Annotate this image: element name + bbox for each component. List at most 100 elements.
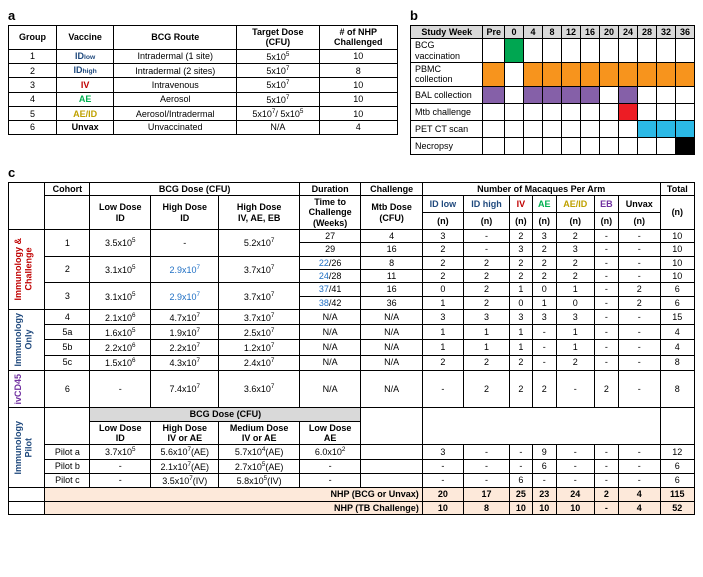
panel-a-header: # of NHPChallenged [319, 26, 397, 50]
group-cell: 2 [9, 64, 57, 78]
highdose-cell: 7.4x107 [151, 370, 219, 408]
arm-cell: 3 [510, 243, 533, 256]
timeline-cell [562, 39, 581, 63]
timeline-cell [600, 120, 619, 137]
arm-cell: - [510, 459, 533, 473]
arm-cell: - [618, 270, 660, 283]
timeline-cell [483, 39, 505, 63]
arm-cell: 0 [556, 296, 594, 309]
challenge-cell: N/A [361, 340, 422, 355]
lowdose-cell: 3.5x105 [90, 230, 151, 257]
lowdose-cell: 2.2x106 [90, 340, 151, 355]
timeline-cell [524, 86, 543, 103]
timeline-cell [619, 137, 638, 154]
challenge-cell: N/A [361, 325, 422, 340]
challenge-cell: N/A [361, 370, 422, 408]
pilot-c2: 2.1x107(AE) [151, 459, 219, 473]
footer-val: 8 [463, 501, 509, 514]
arm-cell: - [594, 445, 618, 459]
duration-cell: 37/41 [299, 283, 360, 296]
section-label: ivCD45 [9, 370, 45, 408]
timeline-cell [505, 120, 524, 137]
footer-row: NHP (TB Challenge)108101010-452 [9, 501, 695, 514]
challenge-cell: 4 [361, 230, 422, 243]
total-cell: 6 [660, 296, 694, 309]
panel-a-header: Target Dose(CFU) [237, 26, 319, 50]
challenge-cell: N/A [361, 310, 422, 325]
timeline-cell [676, 103, 695, 120]
timeline-cell [505, 137, 524, 154]
arm-cell: - [556, 473, 594, 487]
timeline-cell [505, 103, 524, 120]
duration-cell: N/A [299, 310, 360, 325]
arm-cell: 9 [532, 445, 556, 459]
arm-cell: 2 [463, 355, 509, 370]
dose-cell: 5x107 [237, 78, 319, 92]
sidebar-header [9, 182, 45, 229]
timeline-cell [600, 63, 619, 87]
arm-cell: 6 [532, 459, 556, 473]
week-header: 16 [581, 26, 600, 39]
pilot-c4: 6.0x102 [299, 445, 360, 459]
footer-val: 17 [463, 488, 509, 501]
panel-b: b Study WeekPre04812162024283236 BCG vac… [410, 8, 695, 155]
timeline-cell [543, 86, 562, 103]
route-cell: Aerosol/Intradermal [114, 107, 237, 121]
arm-header: ID low [422, 196, 463, 213]
timeline-row: Mtb challenge [411, 103, 695, 120]
dose-cell: 5x107 [237, 92, 319, 106]
table-row: ivCD456-7.4x1073.6x107N/AN/A-222-2-8 [9, 370, 695, 408]
arm-n-header: (n) [532, 213, 556, 230]
arm-cell: - [594, 296, 618, 309]
arm-cell: 1 [556, 340, 594, 355]
timeline-label: PBMC collection [411, 63, 483, 87]
arm-cell: 2 [422, 270, 463, 283]
arm-cell: - [422, 473, 463, 487]
week-header: 4 [524, 26, 543, 39]
footer-val: - [594, 501, 618, 514]
dose-sub-header: High DoseIV, AE, EB [219, 196, 300, 230]
highdose-cell: 1.9x107 [151, 325, 219, 340]
table-row: 5AE/IDAerosol/Intradermal5x107/ 5x10510 [9, 107, 398, 121]
cohort-header: Cohort [45, 182, 90, 195]
footer-val: 10 [556, 501, 594, 514]
timeline-cell [619, 120, 638, 137]
cohort-cell: 5b [45, 340, 90, 355]
panel-a-table: GroupVaccineBCG RouteTarget Dose(CFU)# o… [8, 25, 398, 135]
arm-cell: 6 [510, 473, 533, 487]
panel-b-table: Study WeekPre04812162024283236 BCG vacci… [410, 25, 695, 155]
arm-cell: - [618, 310, 660, 325]
n-cell: 4 [319, 121, 397, 134]
group-cell: 6 [9, 121, 57, 134]
table-row: 5b2.2x1062.2x1071.2x107N/AN/A111-1--4 [9, 340, 695, 355]
arm-cell: - [594, 473, 618, 487]
duration-cell: 22/26 [299, 256, 360, 269]
arm-cell: - [510, 445, 533, 459]
timeline-cell [483, 86, 505, 103]
highdose-cell: 4.7x107 [151, 310, 219, 325]
timeline-cell [581, 39, 600, 63]
n-cell: 8 [319, 64, 397, 78]
cohort-cell: 2 [45, 256, 90, 283]
week-header: 36 [676, 26, 695, 39]
hdiv-cell: 1.2x107 [219, 340, 300, 355]
arm-cell: 2 [463, 270, 509, 283]
arm-cell: - [463, 459, 509, 473]
arm-cell: 2 [532, 370, 556, 408]
pilot-c2: 3.5x107(IV) [151, 473, 219, 487]
dose-sub-header: Low DoseID [90, 196, 151, 230]
timeline-cell [657, 86, 676, 103]
duration-cell: N/A [299, 370, 360, 408]
week-header: 20 [600, 26, 619, 39]
total-cell: 6 [660, 473, 694, 487]
timeline-label: Necropsy [411, 137, 483, 154]
arm-cell: - [594, 340, 618, 355]
arm-n-header: (n) [618, 213, 660, 230]
lowdose-cell: 3.1x105 [90, 256, 151, 283]
timeline-row: BAL collection [411, 86, 695, 103]
arm-n-header: (n) [422, 213, 463, 230]
timeline-cell [483, 137, 505, 154]
panel-b-label: b [410, 8, 695, 23]
panel-a-label: a [8, 8, 398, 23]
arm-cell: - [618, 325, 660, 340]
